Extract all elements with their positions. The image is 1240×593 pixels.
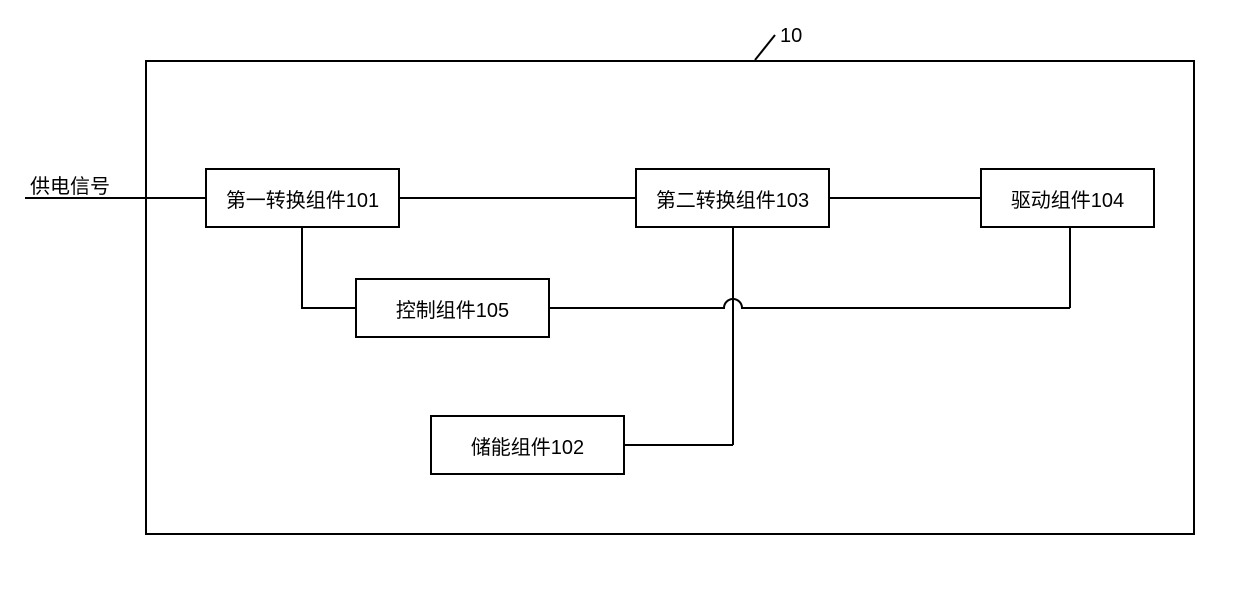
input-signal-label: 供电信号 [30, 170, 110, 199]
block-101: 第一转换组件101 [205, 168, 400, 228]
block-diagram: 10 供电信号 第一转换组件101 第二转换组件103 驱动组件104 控制组件… [0, 0, 1240, 593]
block-105-label: 控制组件105 [396, 294, 509, 323]
block-102: 储能组件102 [430, 415, 625, 475]
block-105: 控制组件105 [355, 278, 550, 338]
block-103-label: 第二转换组件103 [656, 184, 809, 213]
block-103: 第二转换组件103 [635, 168, 830, 228]
block-104: 驱动组件104 [980, 168, 1155, 228]
system-outer-box [145, 60, 1195, 535]
block-102-label: 储能组件102 [471, 431, 584, 460]
block-104-label: 驱动组件104 [1011, 184, 1124, 213]
system-id-label: 10 [780, 25, 802, 48]
block-101-label: 第一转换组件101 [226, 184, 379, 213]
